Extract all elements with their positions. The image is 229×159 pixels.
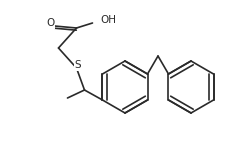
Text: O: O xyxy=(46,18,54,28)
Text: S: S xyxy=(74,60,80,70)
Text: OH: OH xyxy=(100,15,116,25)
